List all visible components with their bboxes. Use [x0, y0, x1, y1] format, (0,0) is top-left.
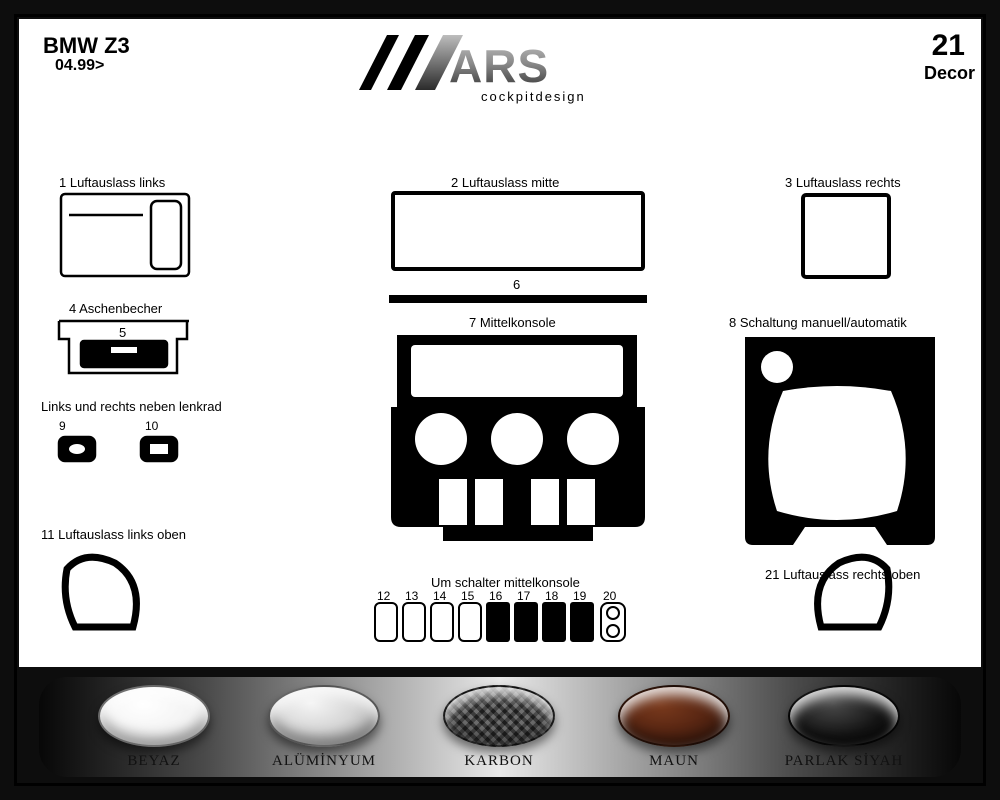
finish-swatch-bar: BEYAZ ALÜMİNYUM KARBON MAUN PARLAK SİYAH [39, 677, 961, 777]
label-part-6: 6 [513, 277, 520, 292]
swatch-oval-icon [443, 685, 555, 747]
label-n16: 16 [489, 589, 502, 603]
label-n13: 13 [405, 589, 418, 603]
label-n15: 15 [461, 589, 474, 603]
swatch-parlak-siyah[interactable]: PARLAK SİYAH [759, 685, 929, 770]
label-n12: 12 [377, 589, 390, 603]
swatch-label: BEYAZ [69, 753, 239, 770]
swatch-maun[interactable]: MAUN [589, 685, 759, 770]
label-part-9: 9 [59, 419, 66, 433]
swatch-label: PARLAK SİYAH [759, 753, 929, 770]
label-part-21: 21 Luftauslass rechts oben [765, 567, 920, 582]
swatch-label: ALÜMİNYUM [239, 753, 409, 770]
label-n14: 14 [433, 589, 446, 603]
label-group-lr: Links und rechts neben lenkrad [41, 399, 222, 414]
outer-frame: BMW Z3 04.99> 21 Decor ARS cockpitdesign [14, 14, 986, 786]
diagram-sheet: BMW Z3 04.99> 21 Decor ARS cockpitdesign [19, 19, 981, 667]
label-part-10: 10 [145, 419, 158, 433]
label-n18: 18 [545, 589, 558, 603]
label-part-5: 5 [119, 325, 126, 340]
label-part-2: 2 Luftauslass mitte [451, 175, 559, 190]
label-n19: 19 [573, 589, 586, 603]
swatch-karbon[interactable]: KARBON [414, 685, 584, 770]
label-group-um: Um schalter mittelkonsole [431, 575, 580, 590]
swatch-oval-icon [98, 685, 210, 747]
swatch-oval-icon [788, 685, 900, 747]
swatch-aluminyum[interactable]: ALÜMİNYUM [239, 685, 409, 770]
label-part-3: 3 Luftauslass rechts [785, 175, 901, 190]
label-n17: 17 [517, 589, 530, 603]
label-part-11: 11 Luftauslass links oben [41, 527, 186, 542]
swatch-oval-icon [268, 685, 380, 747]
swatch-label: KARBON [414, 753, 584, 770]
swatch-label: MAUN [589, 753, 759, 770]
label-part-8: 8 Schaltung manuell/automatik [729, 315, 907, 330]
label-part-1: 1 Luftauslass links [59, 175, 165, 190]
swatch-beyaz[interactable]: BEYAZ [69, 685, 239, 770]
label-part-4: 4 Aschenbecher [69, 301, 162, 316]
swatch-oval-icon [618, 685, 730, 747]
label-n20: 20 [603, 589, 616, 603]
label-part-7: 7 Mittelkonsole [469, 315, 556, 330]
